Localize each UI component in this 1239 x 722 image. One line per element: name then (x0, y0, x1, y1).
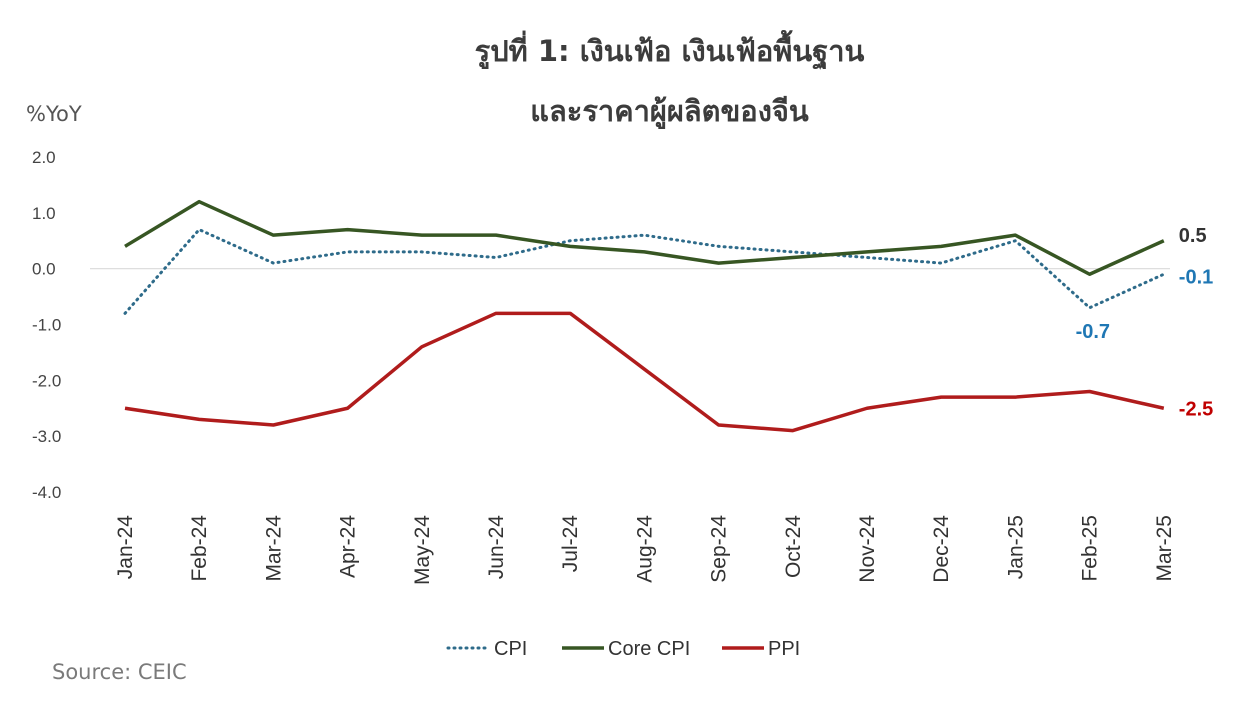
data-label: -2.5 (1179, 398, 1213, 420)
x-tick-label: Jun-24 (485, 515, 508, 580)
x-tick-label: Sep-24 (708, 515, 731, 583)
x-tick-label: Oct-24 (782, 515, 805, 578)
y-tick-label: 1.0 (32, 204, 56, 223)
x-tick-label: Feb-25 (1079, 515, 1102, 582)
data-label: -0.7 (1076, 321, 1110, 343)
x-tick-label: Nov-24 (856, 515, 879, 583)
chart-title-line1: รูปที่ 1: เงินเฟ้อ เงินเฟ้อพื้นฐาน (474, 34, 865, 68)
x-tick-label: Aug-24 (633, 515, 656, 583)
series-line-ppi (124, 311, 1165, 433)
x-tick-label: Jan-24 (114, 515, 137, 580)
legend-label: PPI (768, 638, 800, 660)
y-tick-label: 0.0 (32, 260, 56, 279)
x-tick-label: Apr-24 (337, 515, 360, 578)
data-label: -0.1 (1179, 266, 1213, 288)
x-tick-label: Mar-24 (262, 515, 285, 582)
x-tick-label: May-24 (411, 515, 434, 585)
x-tick-label: Jul-24 (559, 515, 582, 573)
y-tick-label: -1.0 (32, 316, 61, 335)
x-tick-label: Feb-24 (188, 515, 211, 582)
y-tick-label: 2.0 (32, 148, 56, 167)
data-label: 0.5 (1179, 225, 1207, 247)
series-line-core-cpi (124, 199, 1165, 276)
y-tick-label: -2.0 (32, 371, 61, 390)
x-tick-label: Dec-24 (930, 515, 953, 583)
y-tick-label: -3.0 (32, 427, 61, 446)
source-note: Source: CEIC (52, 660, 187, 684)
chart-title-line2: และราคาผู้ผลิตของจีน (530, 94, 809, 128)
series-line-cpi (123, 228, 1166, 315)
x-tick-label: Mar-25 (1153, 515, 1176, 582)
y-tick-label: -4.0 (32, 483, 61, 502)
x-tick-label: Jan-25 (1004, 515, 1027, 579)
y-axis-label: %YoY (26, 102, 82, 126)
legend-label: Core CPI (608, 638, 690, 660)
legend-label: CPI (494, 638, 527, 660)
